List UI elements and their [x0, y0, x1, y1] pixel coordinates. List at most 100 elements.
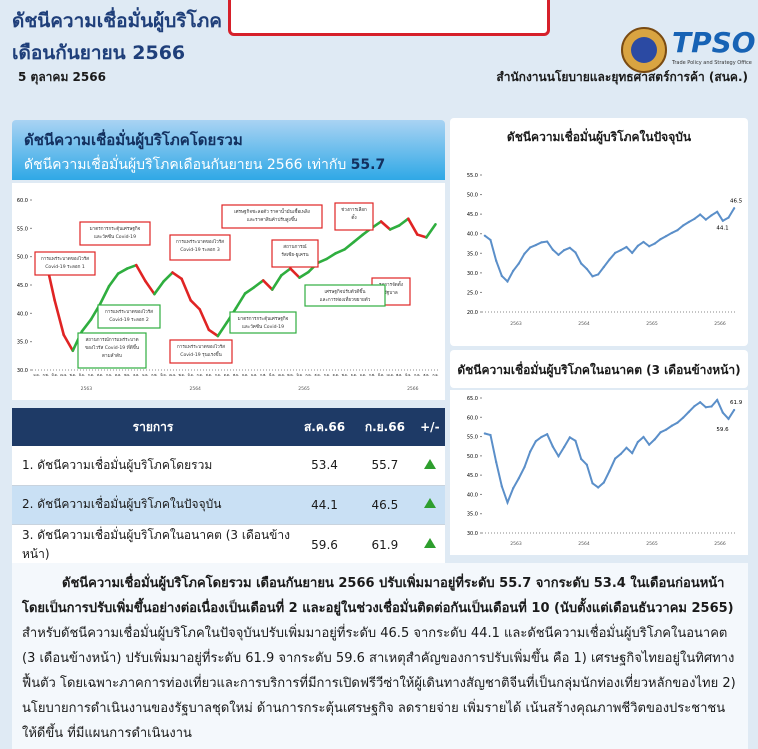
- point: [721, 219, 724, 222]
- point-label: 44.1: [716, 226, 728, 232]
- point: [682, 416, 685, 419]
- line-segment: [298, 270, 310, 279]
- point: [659, 238, 662, 241]
- x-tick-label: เม.ย.: [387, 373, 394, 377]
- x-tick-label: ก.พ.: [43, 373, 49, 377]
- point: [710, 214, 713, 217]
- year-label: 2565: [298, 386, 310, 392]
- line-segment: [343, 240, 356, 251]
- point: [523, 465, 526, 469]
- annotation-text: รัสเซีย-ยูเครน: [281, 251, 309, 258]
- point: [619, 249, 622, 252]
- x-tick-label: ม.ค.: [142, 373, 148, 377]
- x-tick-label: มี.ค.: [52, 373, 58, 377]
- summary-text: ดัชนีความเชื่อมั่นผู้บริโภคเดือนกันยายน …: [24, 154, 385, 176]
- point: [704, 218, 707, 221]
- x-tick-label: ก.ย.: [215, 373, 221, 377]
- point: [608, 258, 611, 261]
- table-row: 3. ดัชนีความเชื่อมั่นผู้บริโภคในอนาคต (3…: [12, 524, 445, 565]
- header-cell: รายการ: [132, 419, 174, 434]
- point: [551, 445, 554, 448]
- x-tick-label: ธ.ค.: [242, 373, 248, 377]
- line-segment: [270, 274, 283, 291]
- header-cell: ก.ย.66: [364, 419, 405, 434]
- table-cell: 53.4: [311, 458, 338, 473]
- table-cell: 59.6: [311, 537, 338, 552]
- line-segment: [325, 251, 338, 261]
- point: [670, 424, 673, 427]
- line-segment: [116, 267, 129, 275]
- overall-chart: 30.035.040.045.050.055.060.0ม.ค. ก.พ. มี.ค…: [12, 183, 445, 400]
- line-segment: [62, 333, 75, 353]
- x-tick-label: ก.ค.: [88, 373, 94, 377]
- line-segment: [98, 284, 111, 306]
- x-tick-label: มิ.ย.: [188, 373, 194, 377]
- point: [733, 207, 736, 210]
- line-segment: [107, 272, 120, 288]
- logo-text: TPSO: [672, 26, 756, 59]
- x-tick-label: พ.ย.: [233, 373, 239, 377]
- annotation-text: สถานการณ์: [283, 243, 307, 250]
- point: [557, 253, 560, 256]
- line-segment: [243, 285, 256, 295]
- summary-label: ดัชนีความเชื่อมั่นผู้บริโภคเดือนกันยายน …: [24, 157, 347, 173]
- line-segment: [198, 308, 211, 332]
- annotation-box: [169, 234, 231, 261]
- x-tick-label: ต.ค.: [224, 373, 230, 377]
- subtitle: เดือนกันยายน 2566: [12, 42, 186, 64]
- point: [563, 249, 566, 252]
- point: [517, 477, 520, 480]
- point: [665, 234, 668, 238]
- y-tick-label: 35.0: [467, 512, 478, 518]
- point: [534, 243, 537, 247]
- point: [529, 246, 532, 249]
- line-segment: [334, 248, 347, 255]
- future-title: ดัชนีความเชื่อมั่นผู้บริโภคในอนาคต (3 เด…: [457, 363, 741, 377]
- point: [614, 251, 617, 254]
- point-label: 46.5: [730, 198, 743, 204]
- point: [653, 242, 656, 245]
- annotation-text: Covid-19 รุนแรงขึ้น: [180, 351, 222, 358]
- future-chart: 30.0 35.0 40.0 45.0 50.0 55.0 60.0 65.0 2563 2564…: [467, 396, 743, 547]
- x-tick-label: มิ.ย.: [296, 373, 302, 377]
- x-tick-label: พ.ค.: [396, 373, 402, 377]
- point: [495, 259, 498, 262]
- point: [665, 428, 668, 431]
- annotation-text: และวัคซีน Covid-19: [94, 233, 136, 240]
- line-segment: [207, 328, 220, 338]
- line-segment: [189, 299, 202, 311]
- point-label: 59.6: [716, 427, 729, 433]
- annotation-text: ช่วงการเลือก: [341, 206, 367, 213]
- logo-emblem: [621, 27, 667, 73]
- annotation-box: [97, 304, 161, 329]
- year-label: 2565: [646, 321, 658, 327]
- point: [585, 463, 588, 466]
- line-segment: [379, 220, 392, 231]
- annotation-text: การแพร่ระบาดของไวรัส: [176, 238, 224, 245]
- year-label: 2566: [714, 541, 726, 547]
- trend-arrow: [423, 538, 436, 548]
- title: ดัชนีความเชื่อมั่นผู้บริโภค: [12, 10, 222, 32]
- y-tick-label: 50.0: [467, 454, 478, 460]
- x-tick-label: ส.ค.: [206, 373, 212, 377]
- y-tick-label: 40.0: [17, 311, 28, 317]
- x-tick-label: ก.ค.: [197, 373, 203, 377]
- point: [642, 435, 645, 439]
- annotation-text: รัฐบาล: [384, 289, 397, 296]
- x-tick-label: ก.พ.: [260, 373, 266, 377]
- line-segment: [80, 318, 93, 333]
- line-segment: [134, 263, 147, 283]
- point: [699, 213, 702, 216]
- y-tick-label: 25.0: [467, 290, 478, 296]
- point: [574, 251, 577, 254]
- point: [693, 217, 696, 220]
- x-tick-label: ส.ค.: [315, 373, 321, 377]
- year-label: 2566: [714, 321, 726, 327]
- x-tick-label: ก.ย.: [106, 373, 112, 377]
- trend-cell: [415, 485, 445, 524]
- point: [699, 401, 702, 404]
- point: [540, 241, 543, 244]
- trend-cell: [415, 446, 445, 485]
- point: [489, 433, 492, 437]
- point: [534, 440, 537, 443]
